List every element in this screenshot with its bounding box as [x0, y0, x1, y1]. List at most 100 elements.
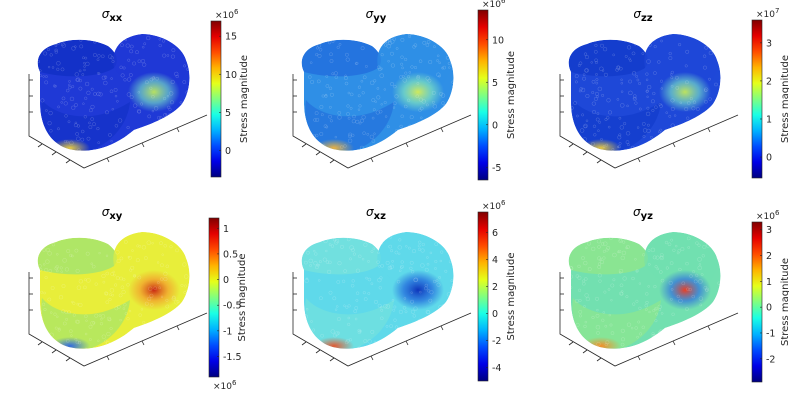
point-marker: [121, 289, 126, 295]
point-marker: [617, 145, 620, 149]
point-marker: [618, 238, 623, 243]
point-marker: [684, 145, 688, 149]
point-marker: [574, 298, 579, 304]
point-marker: [606, 246, 611, 250]
point-marker: [642, 122, 646, 126]
point-marker: [692, 320, 696, 324]
point-marker: [376, 87, 380, 90]
point-marker: [162, 53, 167, 58]
point-marker: [108, 54, 113, 59]
point-marker: [415, 94, 419, 98]
point-marker: [103, 80, 108, 86]
point-marker: [691, 294, 695, 299]
point-marker: [450, 289, 454, 294]
point-marker: [383, 304, 388, 309]
point-marker: [78, 69, 82, 73]
point-marker: [78, 86, 83, 91]
point-marker: [327, 269, 332, 274]
point-marker: [440, 250, 444, 254]
point-marker: [649, 38, 653, 43]
point-marker: [88, 125, 93, 129]
point-marker: [662, 332, 666, 336]
point-marker: [591, 315, 595, 319]
point-marker: [67, 120, 71, 124]
point-marker: [138, 326, 143, 331]
exponent-base: ×10: [215, 11, 234, 21]
point-marker: [616, 65, 621, 70]
point-marker: [163, 244, 167, 248]
point-marker: [140, 59, 146, 64]
point-marker: [575, 239, 579, 243]
left-lobe: [301, 237, 381, 275]
point-marker: [182, 126, 187, 132]
point-marker: [631, 149, 634, 151]
point-marker: [630, 327, 634, 330]
point-marker: [369, 39, 373, 43]
point-marker: [42, 75, 45, 78]
point-marker: [73, 123, 78, 128]
point-marker: [313, 261, 318, 266]
point-marker: [587, 267, 592, 271]
point-marker: [104, 292, 109, 296]
point-marker: [357, 37, 361, 42]
point-marker: [634, 147, 638, 151]
point-marker: [425, 309, 430, 314]
point-marker: [126, 143, 131, 148]
point-marker: [365, 276, 368, 280]
point-marker: [621, 290, 624, 293]
point-marker: [79, 44, 84, 49]
point-marker: [45, 247, 50, 253]
colorbar: [477, 9, 489, 181]
point-marker: [659, 128, 663, 132]
point-marker: [590, 61, 593, 64]
point-marker: [632, 34, 638, 37]
point-marker: [421, 345, 425, 348]
point-marker: [595, 117, 600, 122]
point-marker: [711, 344, 716, 349]
colorbar-exponent: ×107: [756, 7, 779, 20]
point-marker: [575, 274, 580, 278]
point-marker: [603, 47, 608, 52]
point-marker: [404, 310, 408, 314]
point-marker: [578, 89, 582, 93]
point-marker: [183, 244, 186, 247]
point-marker: [416, 75, 420, 80]
point-marker: [637, 320, 641, 324]
colorbar-tick-label: -1.5: [223, 352, 242, 363]
point-marker: [129, 268, 133, 272]
x-axis-tick: [596, 159, 602, 164]
point-marker: [348, 138, 353, 143]
point-marker: [671, 312, 675, 316]
point-marker: [81, 129, 85, 134]
point-marker: [442, 65, 446, 70]
point-marker: [372, 108, 376, 112]
point-marker: [104, 149, 109, 151]
point-marker: [417, 244, 421, 248]
point-marker: [605, 340, 610, 345]
colorbar-tick-label: 10: [225, 70, 237, 81]
point-marker: [317, 79, 321, 84]
point-marker: [37, 68, 40, 72]
point-marker: [398, 252, 401, 255]
point-marker: [400, 260, 404, 264]
point-marker: [672, 350, 674, 352]
point-marker: [342, 279, 346, 283]
colorbar-tick-label: 0: [492, 309, 498, 320]
point-marker: [396, 280, 401, 284]
point-marker: [310, 232, 315, 235]
point-marker: [582, 76, 587, 81]
point-marker: [163, 277, 168, 281]
point-marker: [432, 100, 435, 104]
point-marker: [62, 321, 67, 326]
point-marker: [706, 37, 709, 40]
point-marker: [76, 285, 82, 290]
point-marker: [306, 236, 311, 241]
panel-title: σzz: [633, 7, 652, 24]
exponent-base: ×10: [482, 202, 501, 212]
point-marker: [105, 110, 109, 115]
point-marker: [453, 128, 454, 134]
title-symbol: σ: [366, 7, 374, 21]
point-marker: [160, 277, 164, 281]
point-marker: [151, 95, 155, 99]
point-marker: [591, 101, 596, 106]
